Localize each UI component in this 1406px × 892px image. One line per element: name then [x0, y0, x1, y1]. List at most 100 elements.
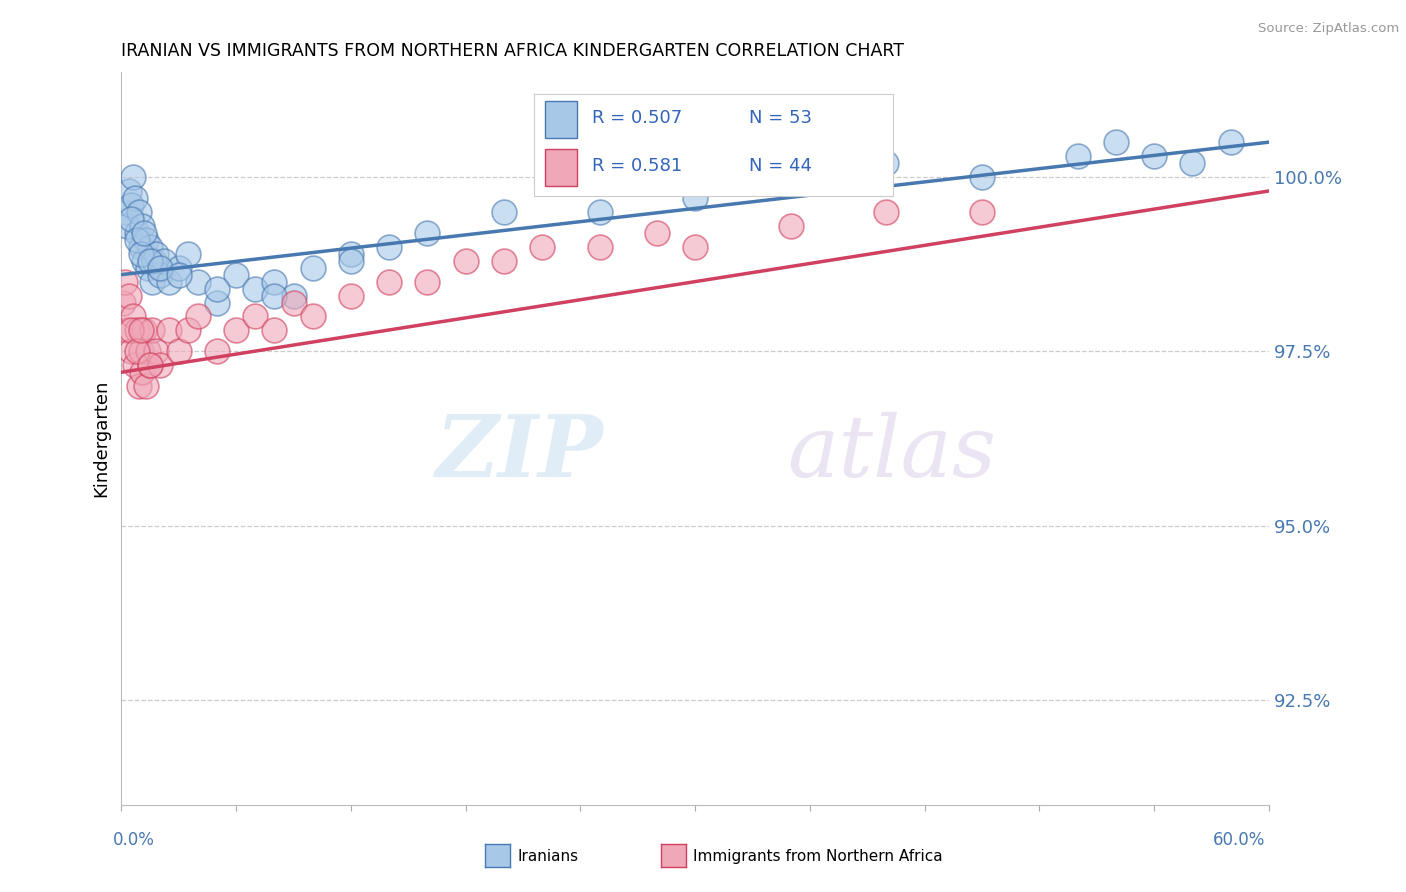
- Text: Immigrants from Northern Africa: Immigrants from Northern Africa: [693, 849, 943, 863]
- Point: [120, 211, 142, 226]
- Point: [779, 169, 801, 184]
- Point: [157, 275, 180, 289]
- Point: [135, 233, 157, 247]
- Y-axis label: Kindergarten: Kindergarten: [93, 380, 110, 497]
- Point: [588, 205, 610, 219]
- Point: [187, 310, 209, 324]
- Point: [134, 323, 156, 337]
- Point: [779, 219, 801, 233]
- Point: [112, 295, 135, 310]
- Point: [120, 198, 142, 212]
- Point: [263, 288, 285, 302]
- Point: [378, 275, 401, 289]
- Point: [139, 240, 162, 254]
- Point: [157, 323, 180, 337]
- Point: [283, 295, 305, 310]
- Point: [125, 344, 148, 359]
- Point: [122, 169, 145, 184]
- Text: N = 44: N = 44: [749, 158, 813, 176]
- Point: [118, 184, 141, 198]
- Point: [970, 169, 993, 184]
- Point: [120, 323, 142, 337]
- Point: [245, 282, 267, 296]
- Point: [118, 288, 141, 302]
- Point: [205, 344, 228, 359]
- Point: [129, 323, 152, 337]
- Point: [225, 268, 247, 282]
- Point: [142, 253, 165, 268]
- Point: [129, 246, 152, 260]
- Point: [141, 275, 163, 289]
- Point: [129, 344, 152, 359]
- Point: [129, 240, 152, 254]
- Text: R = 0.581: R = 0.581: [592, 158, 682, 176]
- Point: [128, 205, 150, 219]
- Point: [115, 219, 138, 233]
- Point: [135, 379, 157, 393]
- Point: [588, 240, 610, 254]
- Point: [187, 275, 209, 289]
- Point: [1143, 149, 1166, 163]
- Point: [145, 246, 167, 260]
- Point: [225, 323, 247, 337]
- Text: 0.0%: 0.0%: [112, 831, 155, 849]
- Point: [531, 240, 554, 254]
- Bar: [546, 149, 578, 186]
- Point: [301, 310, 323, 324]
- Point: [683, 191, 706, 205]
- Point: [139, 358, 162, 372]
- Point: [177, 323, 200, 337]
- Point: [139, 253, 162, 268]
- Point: [378, 240, 401, 254]
- Point: [136, 344, 159, 359]
- Point: [1219, 135, 1241, 149]
- Text: atlas: atlas: [787, 412, 995, 494]
- Point: [205, 282, 228, 296]
- Point: [340, 288, 363, 302]
- Text: IRANIAN VS IMMIGRANTS FROM NORTHERN AFRICA KINDERGARTEN CORRELATION CHART: IRANIAN VS IMMIGRANTS FROM NORTHERN AFRI…: [121, 42, 904, 60]
- Point: [134, 253, 156, 268]
- Point: [115, 323, 138, 337]
- Point: [114, 205, 136, 219]
- Point: [167, 268, 190, 282]
- Point: [134, 226, 156, 240]
- Point: [131, 365, 153, 379]
- Point: [970, 205, 993, 219]
- Point: [245, 310, 267, 324]
- Point: [263, 275, 285, 289]
- Point: [128, 379, 150, 393]
- Point: [416, 275, 439, 289]
- Text: 60.0%: 60.0%: [1213, 831, 1265, 849]
- Point: [492, 253, 515, 268]
- Point: [149, 358, 172, 372]
- Point: [645, 226, 668, 240]
- Point: [167, 344, 190, 359]
- Point: [125, 226, 148, 240]
- Point: [114, 275, 136, 289]
- Text: Source: ZipAtlas.com: Source: ZipAtlas.com: [1258, 22, 1399, 36]
- Point: [340, 246, 363, 260]
- Point: [283, 288, 305, 302]
- Point: [124, 358, 146, 372]
- Point: [1105, 135, 1128, 149]
- Point: [167, 260, 190, 275]
- Point: [1181, 156, 1204, 170]
- Point: [125, 323, 148, 337]
- Text: Iranians: Iranians: [517, 849, 578, 863]
- Point: [177, 246, 200, 260]
- Point: [145, 344, 167, 359]
- Point: [124, 191, 146, 205]
- Point: [136, 260, 159, 275]
- Point: [125, 233, 148, 247]
- Point: [301, 260, 323, 275]
- Point: [683, 240, 706, 254]
- Point: [875, 156, 897, 170]
- Point: [122, 310, 145, 324]
- Point: [152, 253, 174, 268]
- Point: [263, 323, 285, 337]
- Point: [149, 268, 172, 282]
- Point: [416, 226, 439, 240]
- Text: R = 0.507: R = 0.507: [592, 110, 682, 128]
- Point: [131, 219, 153, 233]
- Text: ZIP: ZIP: [436, 411, 603, 495]
